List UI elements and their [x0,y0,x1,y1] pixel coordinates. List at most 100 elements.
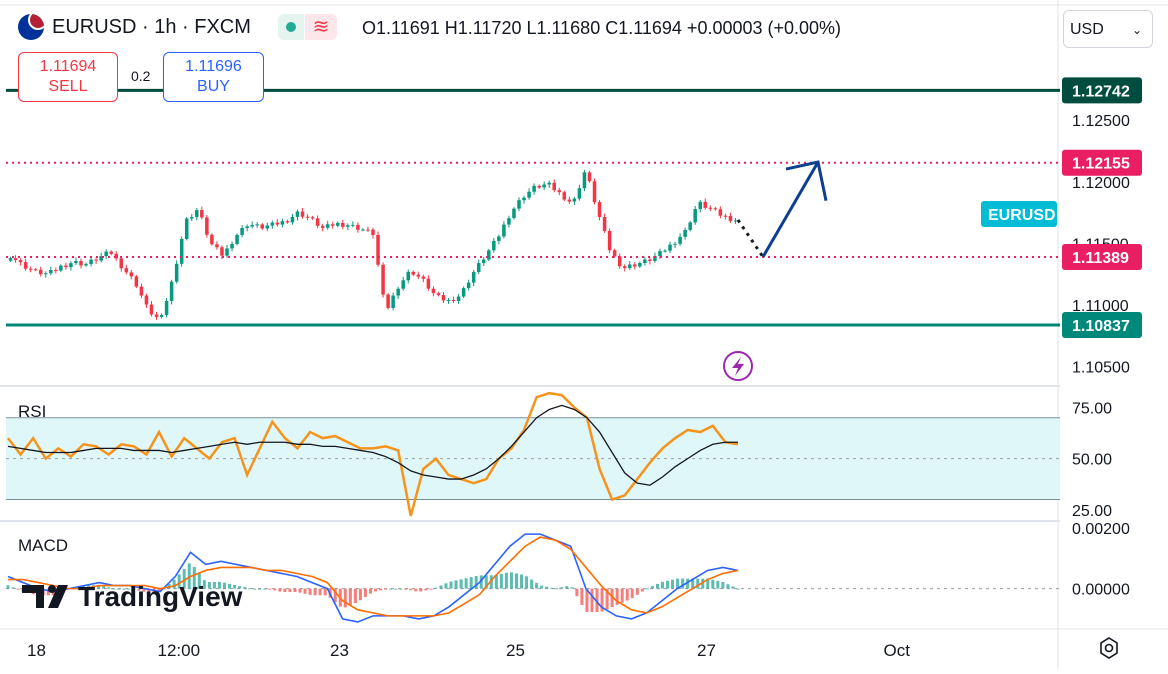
currency-select[interactable]: USD ⌄ [1063,10,1153,48]
macd-histogram-bar [645,588,649,590]
candle-body [220,247,224,256]
macd-histogram-bar [414,588,418,592]
macd-histogram-bar [419,588,423,592]
candle-body [64,265,68,268]
candle-body [728,216,733,221]
wave-icon[interactable]: ≋ [305,14,337,40]
candle-body [89,259,93,265]
macd-histogram-bar [535,582,539,589]
candle-body [330,224,335,226]
price-level-tag [1062,149,1142,176]
time-tick-label: 18 [27,641,46,660]
candle-body [371,229,375,235]
candle-body [114,253,119,259]
macd-histogram-bar [540,585,544,589]
projection-arrow-line [761,161,820,258]
macd-histogram-bar [343,588,347,608]
candle-body [18,260,23,263]
macd-histogram-bar [333,588,337,603]
macd-histogram-bar [439,585,443,589]
candle-body [537,185,541,188]
settings-icon[interactable] [1097,636,1121,660]
macd-histogram-bar [444,583,448,589]
candle-body [436,293,441,296]
macd-histogram-bar [570,587,574,589]
candle-body [633,264,637,267]
macd-histogram-bar [162,588,166,590]
macd-histogram-bar [6,585,10,589]
rsi-tick-label: 50.00 [1072,452,1112,469]
rsi-tick-label: 25.00 [1072,503,1112,520]
candle-body [320,225,325,228]
candle-body [411,271,416,275]
candle-body [109,251,113,254]
eurusd-tag-label: EURUSD [988,207,1056,224]
candle-body [492,240,496,251]
candle-body [713,208,718,210]
macd-histogram-bar [504,572,508,589]
candle-body [356,224,360,230]
macd-histogram-bar [429,588,433,590]
macd-histogram-bar [575,588,579,597]
rsi-ma-line [7,404,738,486]
macd-histogram-bar [454,580,458,589]
macd-histogram-bar [620,588,624,603]
price-level-label: 1.12742 [1072,83,1130,100]
candle-body [79,260,83,266]
eurusd-flag-icon [18,14,44,40]
candle-body [416,274,421,277]
macd-histogram-bar [459,579,463,589]
macd-histogram-bar [228,583,232,589]
candle-body [456,296,461,301]
macd-histogram-bar [142,588,146,592]
macd-tick-label: 0.00200 [1072,521,1130,538]
macd-histogram-bar [384,588,388,590]
macd-histogram-bar [399,588,403,590]
candle-body [441,295,446,301]
buy-button[interactable]: 1.11696 BUY [163,52,264,102]
macd-histogram-bar [640,588,644,592]
macd-histogram-bar [308,588,312,595]
macd-histogram-bar [666,580,670,589]
macd-histogram-bar [217,581,221,589]
price-tick-label: 1.12000 [1072,175,1130,192]
candle-body [59,265,63,271]
candle-body [8,258,13,261]
candle-body [406,271,411,281]
macd-histogram-bar [127,588,131,590]
lightning-glyph [732,357,744,376]
sell-button[interactable]: 1.11694 SELL [18,52,118,102]
candle-body [346,225,350,227]
macd-histogram-bar [348,588,352,606]
candle-body [230,243,234,249]
candle-body [678,236,682,244]
candle-body [592,181,597,203]
macd-histogram-bar [696,578,700,589]
candle-body [396,288,400,296]
buy-price: 1.11696 [185,58,242,75]
macd-histogram-bar [177,574,181,589]
macd-histogram-bar [379,588,383,591]
time-tick-label: 25 [506,641,525,660]
macd-histogram-bar [479,575,483,589]
price-tick-label: 1.11000 [1072,298,1129,315]
macd-histogram-bar [711,579,715,589]
candle-body [476,263,481,272]
candle-body [451,300,456,302]
candle-body [33,269,38,271]
macd-histogram-bar [706,578,710,589]
symbol-title[interactable]: EURUSD · 1h · FXCM [18,14,251,40]
macd-histogram-bar [389,588,393,590]
sell-price: 1.11694 [39,58,97,75]
ohlc-readout: O1.11691 H1.11720 L1.11680 C1.11694 +0.0… [362,18,842,38]
candle-body [335,222,340,226]
price-level-label: 1.11389 [1072,250,1129,267]
candle-body [572,198,577,202]
macd-histogram-bar [263,588,267,590]
market-open-dot-icon[interactable] [278,14,304,40]
candle-body [587,172,592,182]
candle-body [195,210,199,218]
candle-body [617,256,622,267]
